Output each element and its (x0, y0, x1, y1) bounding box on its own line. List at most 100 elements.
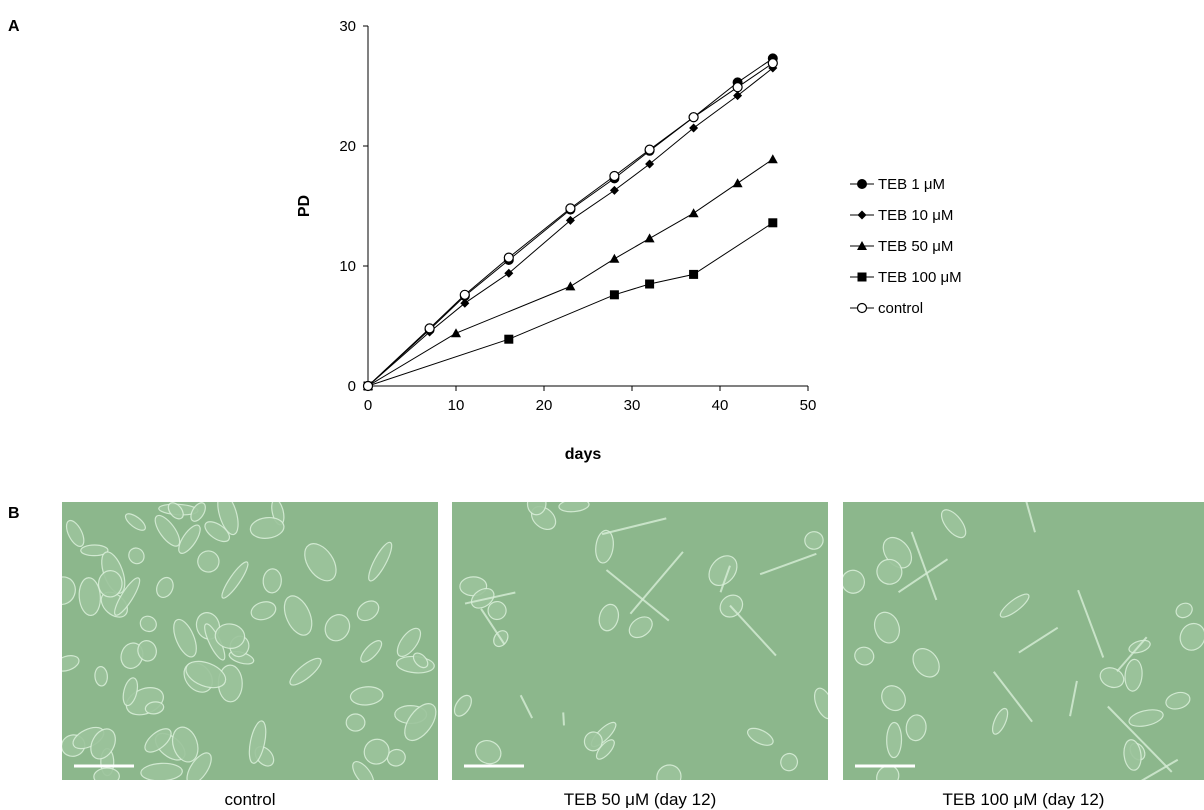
cell-shape (304, 543, 337, 582)
cell-shape (780, 752, 799, 772)
micrograph-teb-100-image (843, 502, 1204, 780)
cell-shape (186, 752, 212, 780)
legend-label: TEB 1 μM (878, 176, 945, 193)
cell-shape (352, 761, 375, 780)
cell-process (1116, 636, 1148, 673)
cell-shape (214, 623, 246, 649)
y-tick-label: 30 (339, 18, 356, 35)
data-point (732, 82, 743, 93)
legend-item: TEB 50 μM (850, 238, 953, 255)
panel-a-label: A (8, 18, 20, 35)
series-line (367, 158, 774, 387)
cell-shape (204, 521, 231, 543)
cell-shape (363, 738, 390, 765)
data-point (767, 154, 778, 164)
cell-shape (78, 577, 101, 617)
cell-shape (814, 687, 828, 720)
data-point (565, 215, 575, 225)
legend-marker (856, 302, 868, 314)
cell-shape (221, 561, 249, 599)
data-point (688, 208, 699, 218)
cell-shape (583, 731, 603, 752)
cell-shape (453, 694, 472, 717)
x-tick-label: 0 (364, 397, 372, 414)
series-line (367, 57, 774, 387)
cell-shape (881, 685, 906, 712)
x-tick-label: 30 (624, 397, 641, 414)
cell-shape (349, 686, 384, 706)
cell-shape (249, 516, 285, 539)
data-point (689, 123, 699, 133)
cell-process (897, 558, 949, 594)
cell-shape (197, 550, 220, 573)
cell-shape (886, 721, 903, 759)
cell-shape (139, 615, 157, 633)
micrograph-control-image (62, 502, 438, 780)
cell-shape (905, 714, 927, 742)
chart-legend: TEB 1 μM TEB 10 μM TEB 50 μM TEB 100 μM cont… (850, 176, 962, 317)
data-point (424, 323, 435, 334)
cell-process (480, 608, 506, 646)
cell-shape (128, 547, 145, 565)
data-point (609, 170, 620, 182)
cell-shape (854, 646, 875, 666)
series-1 (363, 63, 778, 391)
data-point (644, 233, 655, 243)
cell-shape (283, 595, 313, 636)
cell-shape (167, 502, 184, 520)
x-tick-label: 10 (448, 397, 465, 414)
cell-shape (94, 666, 108, 687)
data-point (451, 328, 461, 338)
x-tick-label: 50 (800, 397, 817, 414)
cell-shape (876, 765, 900, 780)
cell-shape (345, 713, 366, 732)
data-point (645, 279, 655, 289)
cell-shape (804, 531, 824, 550)
cell-process (1107, 705, 1173, 773)
cell-shape (185, 660, 227, 689)
data-point (688, 112, 699, 123)
cell-shape (412, 652, 429, 669)
data-point (362, 380, 374, 392)
cell-shape (173, 618, 197, 658)
cell-shape (140, 762, 183, 780)
data-point (459, 289, 470, 300)
cell-shape (558, 502, 590, 513)
data-point (609, 253, 620, 263)
cell-process (562, 712, 565, 726)
caption-teb-100: TEB 100 μM (day 12) (942, 790, 1105, 809)
cell-process (629, 551, 684, 615)
cell-shape (368, 541, 393, 582)
x-axis-title: days (565, 446, 602, 463)
cell-shape (1099, 667, 1125, 689)
cell-shape (912, 648, 940, 678)
cell-shape (487, 600, 507, 621)
cell-shape (1124, 658, 1143, 692)
chart-series-group (362, 53, 778, 392)
cell-shape (97, 570, 123, 598)
cell-process (519, 694, 534, 719)
cell-process (759, 552, 817, 576)
data-point (767, 58, 778, 69)
cell-shape (386, 748, 406, 767)
data-point (689, 269, 699, 279)
cell-shape (324, 614, 351, 642)
cell-shape (144, 701, 165, 715)
series-line (367, 62, 774, 387)
caption-teb-50: TEB 50 μM (day 12) (563, 790, 717, 809)
cell-shape (122, 677, 139, 707)
legend-label: control (878, 300, 923, 317)
cell-process (605, 569, 670, 622)
cell-shape (190, 502, 206, 522)
cell-shape (360, 640, 383, 663)
cell-shape (598, 603, 620, 632)
data-point (609, 185, 619, 195)
cell-shape (747, 727, 774, 746)
cell-process (729, 604, 777, 657)
cell-shape (137, 640, 157, 662)
cell-shape (1123, 739, 1142, 771)
data-point (565, 203, 576, 214)
data-point (768, 218, 778, 228)
micrograph-teb-50 (452, 502, 828, 780)
series-2 (363, 154, 778, 390)
